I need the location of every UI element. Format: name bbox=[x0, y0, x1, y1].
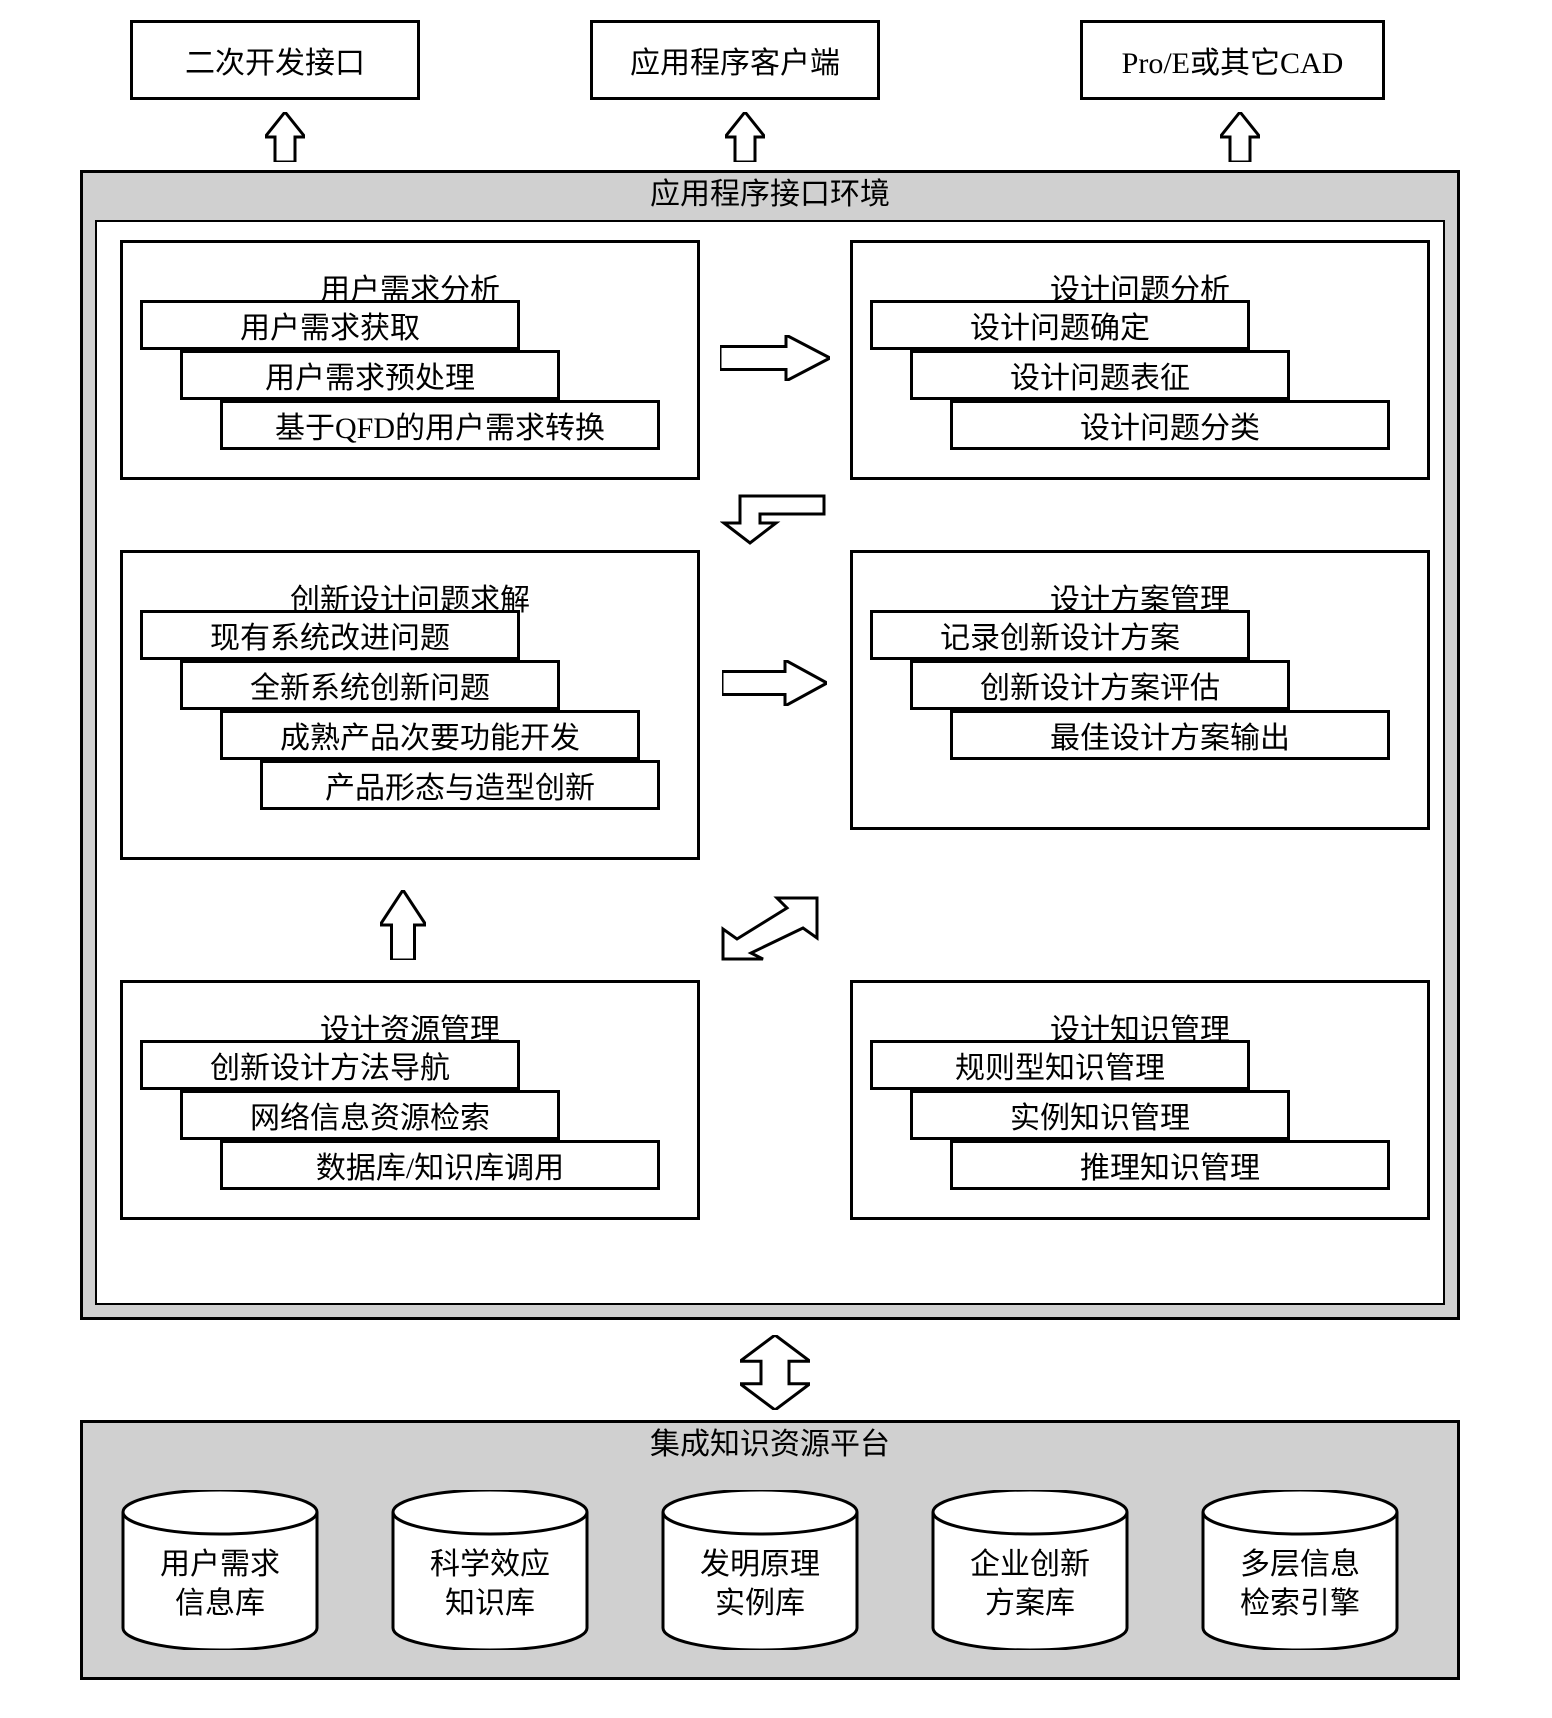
step-design-problem-2: 设计问题分类 bbox=[950, 400, 1390, 450]
step-user-req-2: 基于QFD的用户需求转换 bbox=[220, 400, 660, 450]
arrow-0 bbox=[265, 112, 305, 162]
top-box-2: Pro/E或其它CAD bbox=[1080, 20, 1385, 100]
step-resource-mgmt-1: 网络信息资源检索 bbox=[180, 1090, 560, 1140]
step-knowledge-mgmt-0: 规则型知识管理 bbox=[870, 1040, 1250, 1090]
arrow-4 bbox=[720, 490, 830, 545]
step-problem-solving-3: 产品形态与造型创新 bbox=[260, 760, 660, 810]
step-problem-solving-2: 成熟产品次要功能开发 bbox=[220, 710, 640, 760]
cylinder-label-3: 企业创新 方案库 bbox=[930, 1545, 1130, 1623]
step-scheme-mgmt-2: 最佳设计方案输出 bbox=[950, 710, 1390, 760]
cylinder-label-4: 多层信息 检索引擎 bbox=[1200, 1545, 1400, 1623]
top-box-0: 二次开发接口 bbox=[130, 20, 420, 100]
step-user-req-0: 用户需求获取 bbox=[140, 300, 520, 350]
cylinder-label-2: 发明原理 实例库 bbox=[660, 1545, 860, 1623]
step-resource-mgmt-2: 数据库/知识库调用 bbox=[220, 1140, 660, 1190]
step-knowledge-mgmt-1: 实例知识管理 bbox=[910, 1090, 1290, 1140]
arrow-1 bbox=[725, 112, 765, 162]
step-problem-solving-1: 全新系统创新问题 bbox=[180, 660, 560, 710]
step-scheme-mgmt-0: 记录创新设计方案 bbox=[870, 610, 1250, 660]
step-design-problem-1: 设计问题表征 bbox=[910, 350, 1290, 400]
interface-env-title: 应用程序接口环境 bbox=[80, 170, 1460, 220]
step-knowledge-mgmt-2: 推理知识管理 bbox=[950, 1140, 1390, 1190]
arrow-7 bbox=[715, 892, 825, 967]
arrow-6 bbox=[380, 890, 426, 960]
top-box-1: 应用程序客户端 bbox=[590, 20, 880, 100]
step-design-problem-0: 设计问题确定 bbox=[870, 300, 1250, 350]
arrow-3 bbox=[720, 335, 830, 381]
arrow-8 bbox=[740, 1335, 810, 1410]
resource-platform-title: 集成知识资源平台 bbox=[80, 1420, 1460, 1470]
arrow-2 bbox=[1220, 112, 1260, 162]
cylinder-label-1: 科学效应 知识库 bbox=[390, 1545, 590, 1623]
arrow-5 bbox=[722, 660, 827, 706]
step-user-req-1: 用户需求预处理 bbox=[180, 350, 560, 400]
cylinder-label-0: 用户需求 信息库 bbox=[120, 1545, 320, 1623]
step-resource-mgmt-0: 创新设计方法导航 bbox=[140, 1040, 520, 1090]
step-problem-solving-0: 现有系统改进问题 bbox=[140, 610, 520, 660]
step-scheme-mgmt-1: 创新设计方案评估 bbox=[910, 660, 1290, 710]
